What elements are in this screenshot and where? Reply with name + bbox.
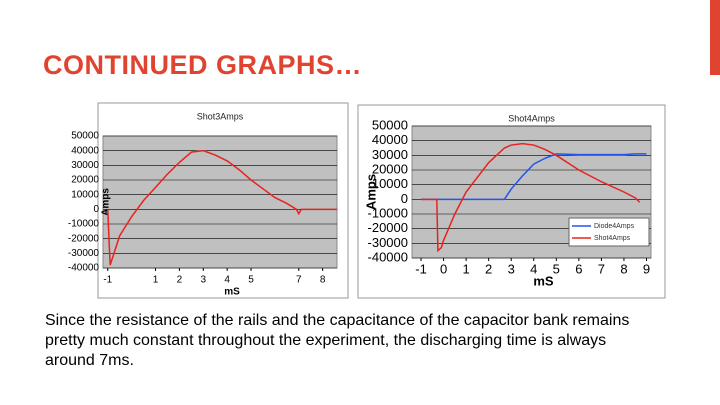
y-tick-label: 50000 [372, 117, 408, 132]
y-tick-label: 30000 [71, 160, 99, 171]
y-tick-label: 40000 [71, 145, 99, 156]
y-tick-label: -40000 [68, 263, 100, 274]
x-tick-label: 8 [620, 261, 627, 276]
y-tick-label: 20000 [71, 175, 99, 186]
y-tick-label: -30000 [368, 235, 408, 250]
x-tick-label: 4 [224, 275, 230, 286]
x-tick-label: 5 [248, 275, 254, 286]
data-line [421, 153, 647, 201]
data-line [421, 142, 641, 253]
x-tick-label: 3 [201, 275, 207, 286]
x-tick-label: 7 [598, 261, 605, 276]
x-tick-label: 6 [575, 261, 582, 276]
data-line [107, 149, 337, 266]
legend-box [568, 217, 650, 247]
x-tick-label: 3 [508, 261, 515, 276]
x-tick-label: -1 [415, 261, 427, 276]
x-tick-label: 1 [153, 275, 159, 286]
x-tick-label: 9 [643, 261, 650, 276]
y-tick-label: 0 [401, 191, 408, 206]
y-tick-label: 30000 [372, 147, 408, 162]
y-tick-label: 50000 [71, 131, 99, 142]
plot-area [102, 135, 338, 269]
accent-bar [710, 0, 720, 75]
chart-title: Shot3Amps [197, 111, 244, 121]
x-axis-label: mS [533, 273, 554, 288]
x-axis-label: mS [224, 287, 240, 298]
y-tick-label: 10000 [71, 189, 99, 200]
legend-label: Shot4Amps [594, 235, 631, 242]
y-axis-label: Amps [363, 174, 378, 210]
x-tick-label: 4 [530, 261, 537, 276]
slide-title: CONTINUED GRAPHS… [43, 50, 363, 80]
y-tick-label: 10000 [372, 176, 408, 191]
y-tick-label: -20000 [68, 233, 100, 244]
y-tick-label: -20000 [368, 220, 408, 235]
y-tick-label: -30000 [68, 248, 100, 259]
x-tick-label: 5 [553, 261, 560, 276]
y-axis-label: Amps [101, 188, 112, 216]
x-tick-label: 2 [485, 261, 492, 276]
x-tick-label: -1 [103, 275, 112, 286]
y-tick-label: -40000 [368, 249, 408, 264]
y-tick-label: 40000 [372, 132, 408, 147]
y-tick-label: -10000 [368, 205, 408, 220]
legend-label: Diode4Amps [594, 223, 635, 230]
body-text: Since the resistance of the rails and th… [45, 312, 630, 369]
x-tick-label: 8 [320, 275, 326, 286]
x-tick-label: 7 [296, 275, 302, 286]
y-tick-label: -10000 [68, 219, 100, 230]
y-tick-label: 20000 [372, 161, 408, 176]
x-tick-label: 0 [440, 261, 447, 276]
chart-title: Shot4Amps [508, 113, 555, 123]
x-tick-label: 2 [177, 275, 183, 286]
x-tick-label: 1 [462, 261, 469, 276]
y-tick-label: 0 [93, 204, 99, 215]
